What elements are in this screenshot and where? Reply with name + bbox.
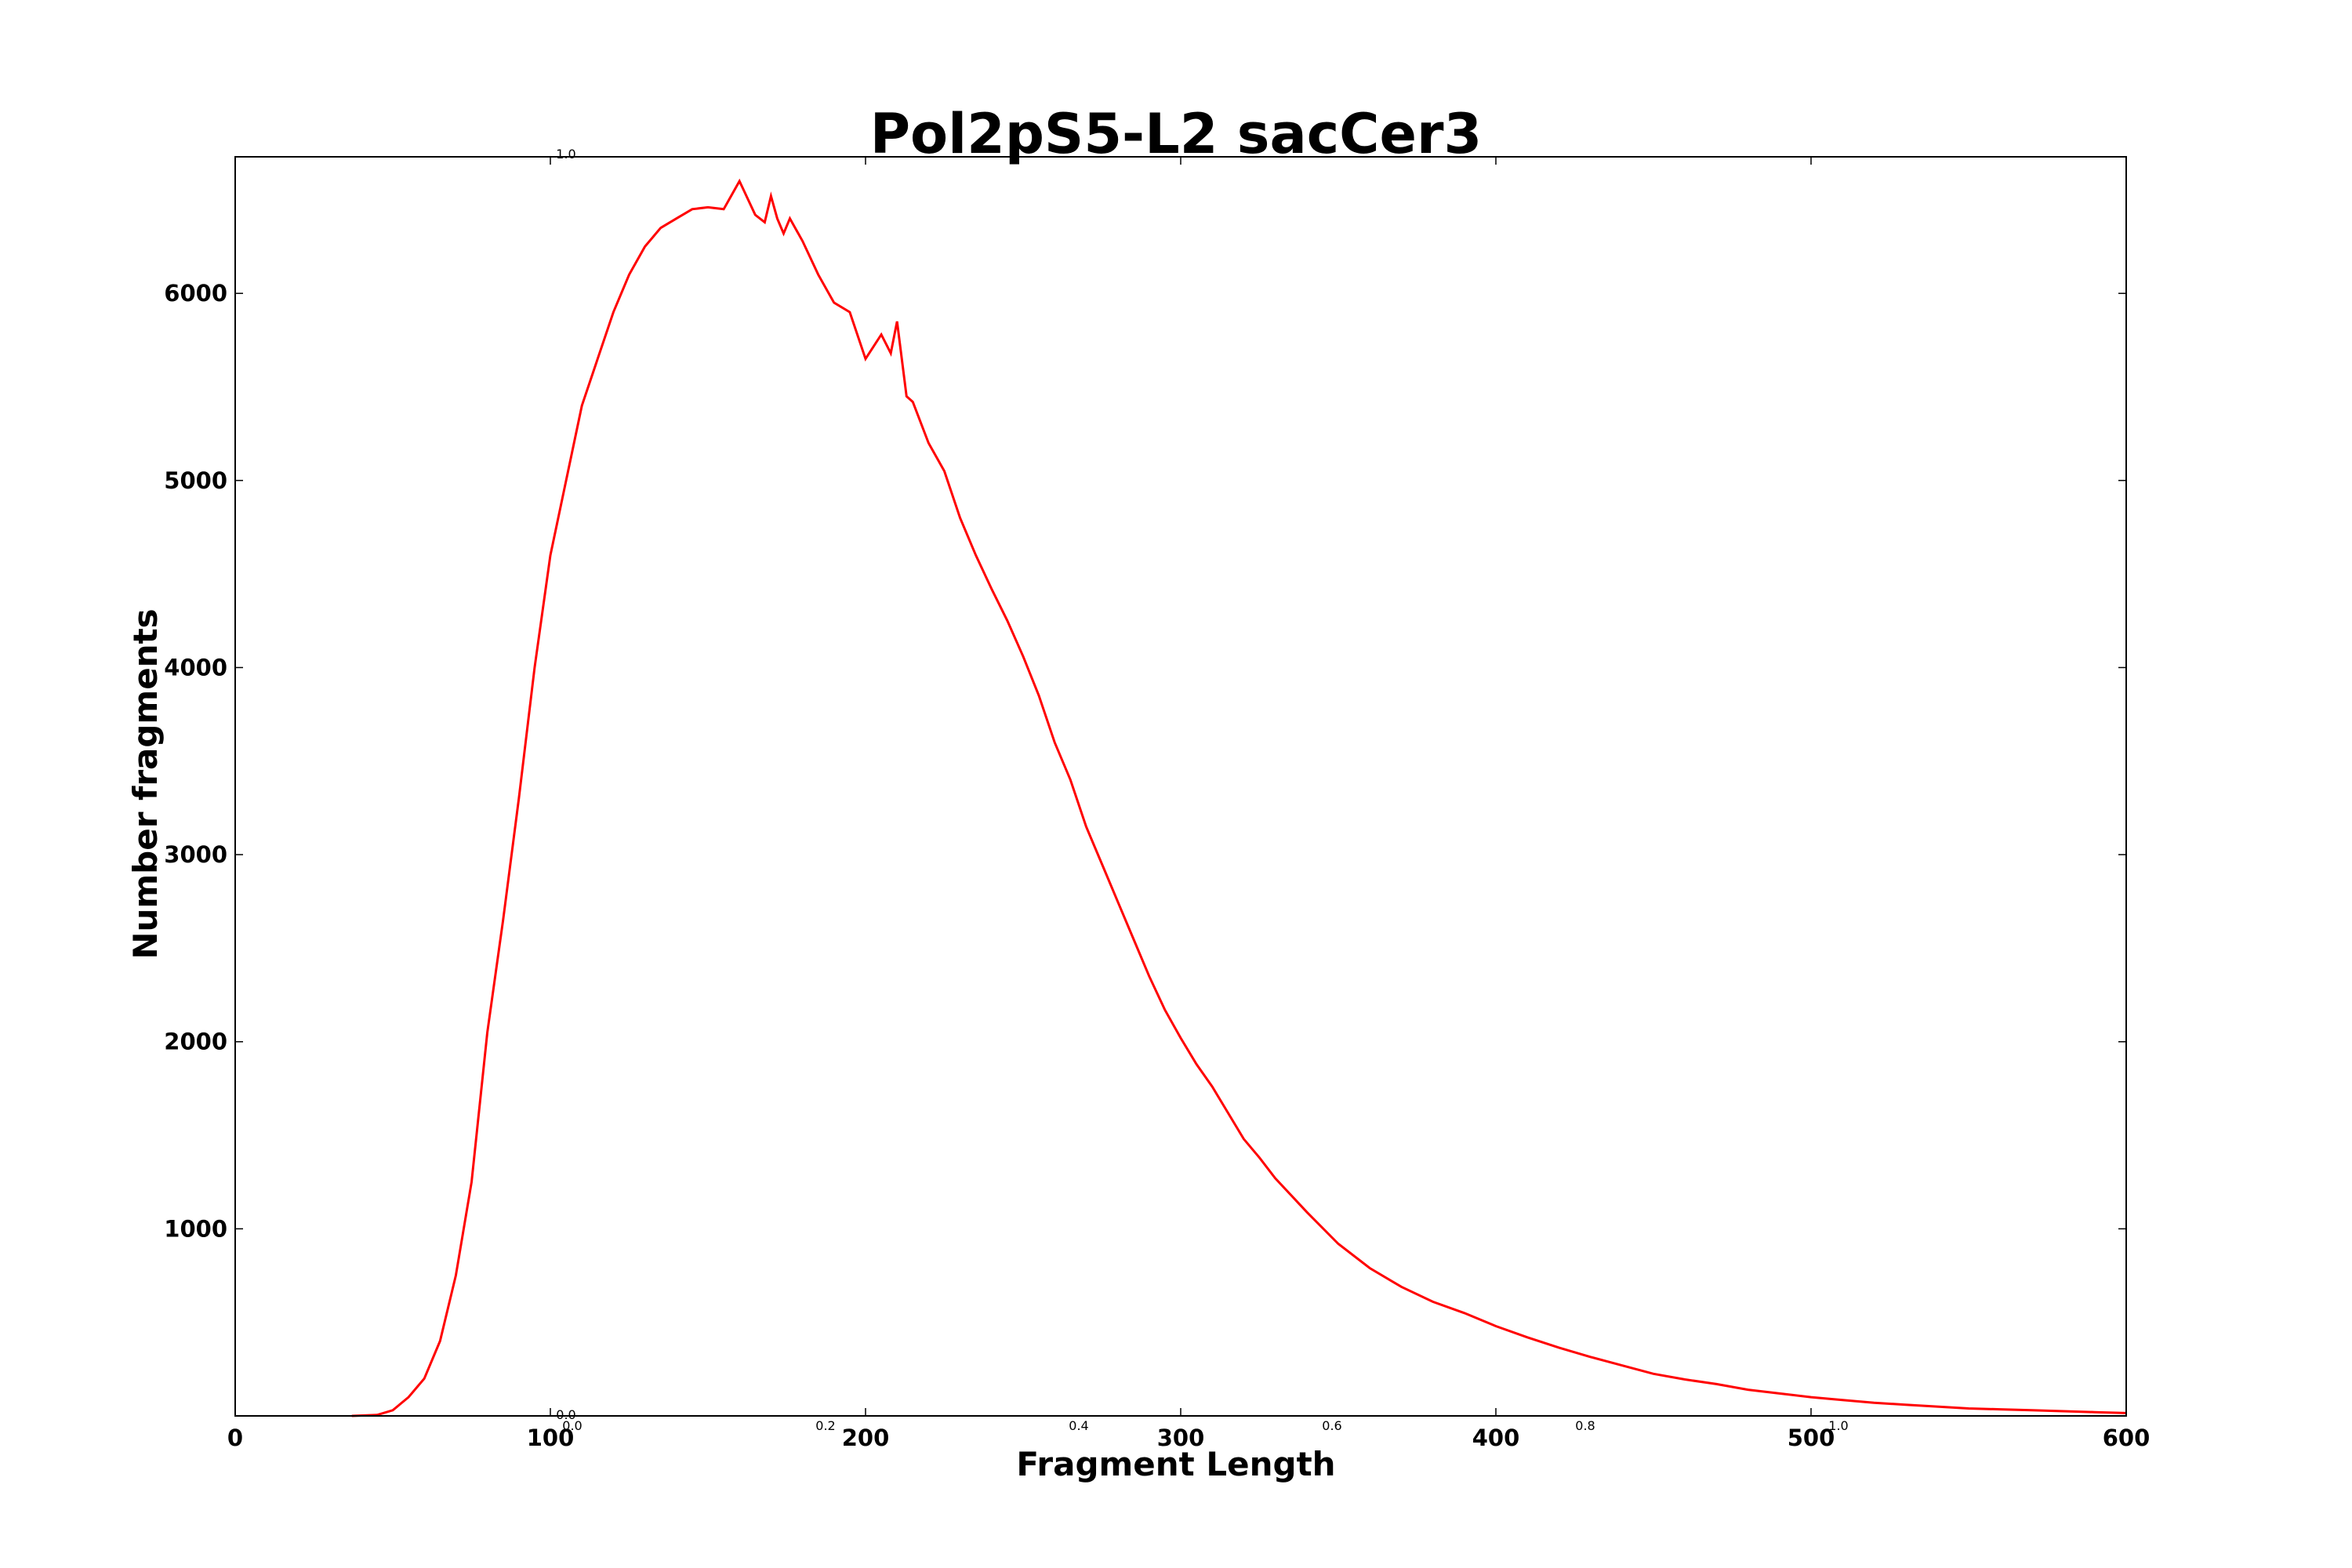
secondary-x-tick-label: 0.8 — [1575, 1418, 1595, 1433]
secondary-x-tick-label: 1.0 — [1828, 1418, 1848, 1433]
x-axis-ticks: 0 100 200 300 400 500 600 — [227, 157, 2150, 1451]
chart-title: Pol2pS5-L2 sacCer3 — [870, 102, 1483, 166]
y-axis-label: Number fragments — [126, 608, 165, 959]
secondary-x-tick-label: 0.2 — [815, 1418, 835, 1433]
series-line — [351, 178, 2127, 1417]
x-tick-label: 500 — [1788, 1425, 1835, 1451]
secondary-y-tick-label: 0.0 — [556, 1407, 575, 1422]
y-tick-label: 4000 — [164, 654, 227, 681]
secondary-x-tick-label: 0.4 — [1069, 1418, 1088, 1433]
secondary-x-tick-label: 0.0 — [562, 1418, 582, 1433]
secondary-y-tick-labels: 0.0 1.0 — [556, 147, 575, 1422]
plot-area-frame — [234, 156, 2127, 1417]
secondary-x-tick-labels: 0.0 0.2 0.4 0.6 0.8 1.0 — [562, 1418, 1848, 1433]
x-tick-label: 300 — [1157, 1425, 1205, 1451]
x-tick-label: 200 — [842, 1425, 890, 1451]
y-tick-label: 1000 — [164, 1215, 227, 1242]
secondary-y-tick-label: 1.0 — [556, 147, 575, 162]
y-tick-label: 2000 — [164, 1029, 227, 1055]
y-tick-label: 5000 — [164, 467, 227, 494]
x-tick-label: 400 — [1472, 1425, 1520, 1451]
y-axis-ticks: 1000 2000 3000 4000 5000 6000 — [164, 280, 2126, 1242]
secondary-x-tick-label: 0.6 — [1322, 1418, 1341, 1433]
y-tick-label: 3000 — [164, 841, 227, 868]
x-tick-label: 0 — [227, 1425, 243, 1451]
x-axis-label: Fragment Length — [1016, 1445, 1335, 1483]
x-tick-label: 600 — [2103, 1425, 2151, 1451]
x-tick-label: 100 — [527, 1425, 575, 1451]
y-tick-label: 6000 — [164, 280, 227, 307]
